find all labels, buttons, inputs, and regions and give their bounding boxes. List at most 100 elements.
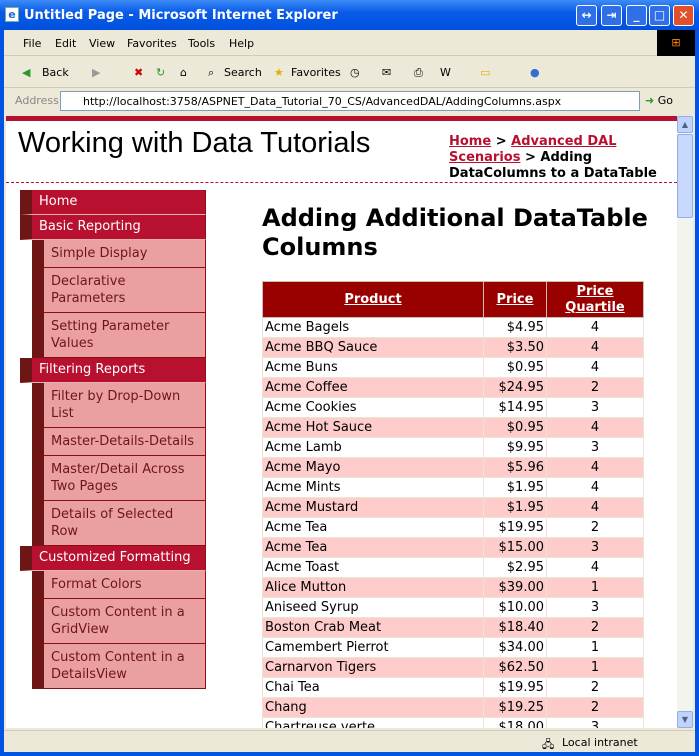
maximize-button[interactable]: □ xyxy=(649,5,670,26)
header-divider xyxy=(6,182,677,183)
page-title: Adding Additional DataTable Columns xyxy=(262,204,648,261)
note-icon[interactable]: ▭ xyxy=(480,66,491,79)
price-cell: $1.95 xyxy=(483,497,547,518)
menu-edit[interactable]: Edit xyxy=(55,37,77,50)
price-cell: $14.95 xyxy=(483,397,547,418)
scroll-thumb[interactable] xyxy=(677,134,693,218)
table-row: Carnarvon Tigers $62.50 1 xyxy=(262,657,644,678)
quartile-cell: 2 xyxy=(546,517,644,538)
close-button[interactable]: ✕ xyxy=(673,5,694,26)
scroll-down-arrow[interactable]: ▼ xyxy=(677,711,693,728)
price-cell: $19.95 xyxy=(483,677,547,698)
title-bar: e Untitled Page - Microsoft Internet Exp… xyxy=(0,0,699,30)
quartile-cell: 2 xyxy=(546,697,644,718)
sidebar-item[interactable]: Custom Content in a DetailsView xyxy=(32,644,206,689)
go-label: Go xyxy=(657,94,673,107)
product-cell: Acme Lamb xyxy=(262,437,484,458)
edit-word-icon[interactable]: W xyxy=(440,66,451,79)
sidebar-item[interactable]: Setting Parameter Values xyxy=(32,313,206,358)
sidebar-item[interactable]: Filter by Drop-Down List xyxy=(32,383,206,428)
table-row: Acme Tea $19.95 2 xyxy=(262,517,644,538)
sidebar-item[interactable]: Master/Detail Across Two Pages xyxy=(32,456,206,501)
history-icon[interactable]: ◷ xyxy=(350,66,360,79)
quartile-cell: 2 xyxy=(546,377,644,398)
scroll-up-arrow[interactable]: ▲ xyxy=(677,116,693,133)
product-cell: Carnarvon Tigers xyxy=(262,657,484,678)
minimize-button[interactable]: _ xyxy=(626,5,647,26)
search-button[interactable]: Search xyxy=(224,66,262,79)
table-row: Acme Coffee $24.95 2 xyxy=(262,377,644,398)
refresh-icon[interactable]: ↻ xyxy=(156,66,166,79)
sidebar-item[interactable]: Master-Details-Details xyxy=(32,428,206,456)
menu-help[interactable]: Help xyxy=(229,37,255,50)
vertical-scrollbar[interactable]: ▲ ▼ xyxy=(677,116,693,728)
breadcrumb-home[interactable]: Home xyxy=(449,134,492,149)
sidebar-item[interactable]: Custom Content in a GridView xyxy=(32,599,206,644)
quartile-cell: 4 xyxy=(546,477,644,498)
home-icon[interactable]: ⌂ xyxy=(180,66,187,79)
ie-icon: e xyxy=(5,7,19,22)
favorites-button[interactable]: Favorites xyxy=(291,66,341,79)
price-cell: $0.95 xyxy=(483,357,547,378)
product-cell: Acme Buns xyxy=(262,357,484,378)
sidebar-item[interactable]: Declarative Parameters xyxy=(32,268,206,313)
product-cell: Boston Crab Meat xyxy=(262,617,484,638)
table-row: Acme Mints $1.95 4 xyxy=(262,477,644,498)
table-row: Acme Toast $2.95 4 xyxy=(262,557,644,578)
search-icon[interactable]: ⌕ xyxy=(208,66,215,79)
table-row: Chang $19.25 2 xyxy=(262,697,644,718)
print-icon[interactable]: ⎙ xyxy=(414,66,423,79)
menu-favorites[interactable]: Favorites xyxy=(127,37,177,50)
quartile-cell: 4 xyxy=(546,317,644,338)
table-row: Acme Mayo $5.96 4 xyxy=(262,457,644,478)
price-cell: $4.95 xyxy=(483,317,547,338)
mail-icon[interactable]: ✉ xyxy=(382,66,392,79)
go-icon: ➜ xyxy=(645,94,655,107)
sidebar-item[interactable]: Filtering Reports xyxy=(20,358,206,383)
column-header-quartile[interactable]: Price Quartile xyxy=(546,281,644,318)
zone-label: Local intranet xyxy=(562,736,638,749)
menu-file[interactable]: File xyxy=(23,37,42,50)
price-cell: $3.50 xyxy=(483,337,547,358)
back-button[interactable]: Back xyxy=(42,66,69,79)
sidebar-item[interactable]: Customized Formatting xyxy=(20,546,206,571)
table-row: Boston Crab Meat $18.40 2 xyxy=(262,617,644,638)
toolbar: ◀ Back ▶ ✖ ↻ ⌂ ⌕ Search ★ Favorites ◷ ✉ … xyxy=(4,57,695,88)
table-row: Acme Cookies $14.95 3 xyxy=(262,397,644,418)
quartile-cell: 4 xyxy=(546,457,644,478)
sync-icon[interactable]: ↔ xyxy=(576,5,597,26)
sidebar-item[interactable]: Basic Reporting xyxy=(20,215,206,240)
forward-icon[interactable]: ▶ xyxy=(92,66,101,79)
sidebar-item[interactable]: Home xyxy=(20,190,206,215)
table-row: Acme Mustard $1.95 4 xyxy=(262,497,644,518)
price-cell: $18.40 xyxy=(483,617,547,638)
sidebar-item[interactable]: Details of Selected Row xyxy=(32,501,206,546)
header-bar xyxy=(6,116,677,121)
product-cell: Chang xyxy=(262,697,484,718)
product-cell: Acme Tea xyxy=(262,537,484,558)
favorites-icon[interactable]: ★ xyxy=(274,66,284,79)
column-header-price[interactable]: Price xyxy=(483,281,547,318)
restore-panel-icon[interactable]: ⇥ xyxy=(601,5,622,26)
menu-bar: File Edit View Favorites Tools Help ⊞ xyxy=(4,30,695,56)
status-bar: 🖧 Local intranet xyxy=(4,730,695,752)
messenger-icon[interactable]: ● xyxy=(530,66,540,79)
address-label: Address xyxy=(15,94,59,107)
breadcrumb-section[interactable]: Advanced DAL Scenarios xyxy=(449,134,617,165)
menu-tools[interactable]: Tools xyxy=(188,37,216,50)
sidebar-nav: Home Basic Reporting Simple Display Declara… xyxy=(20,190,206,689)
price-cell: $62.50 xyxy=(483,657,547,678)
address-input[interactable]: http://localhost:3758/ASPNET_Data_Tutori… xyxy=(60,91,640,111)
menu-view[interactable]: View xyxy=(89,37,116,50)
stop-icon[interactable]: ✖ xyxy=(134,66,144,79)
quartile-cell: 4 xyxy=(546,497,644,518)
sidebar-item[interactable]: Simple Display xyxy=(32,240,206,268)
sidebar-item[interactable]: Format Colors xyxy=(32,571,206,599)
page-content: Working with Data Tutorials Home > Advan… xyxy=(6,116,677,728)
column-header-product[interactable]: Product xyxy=(262,281,484,318)
back-icon[interactable]: ◀ xyxy=(22,66,31,79)
price-cell: $0.95 xyxy=(483,417,547,438)
table-row: Chartreuse verte $18.00 3 xyxy=(262,717,644,728)
price-cell: $5.96 xyxy=(483,457,547,478)
go-button[interactable]: ➜ Go xyxy=(645,94,673,107)
